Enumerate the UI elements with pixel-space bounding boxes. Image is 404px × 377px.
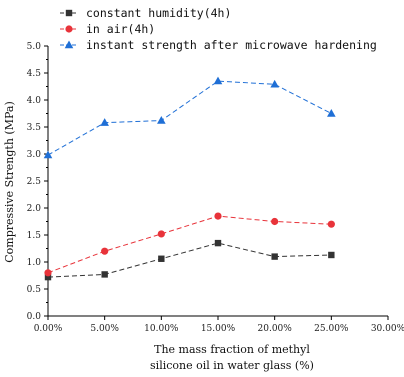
series-0 xyxy=(44,239,335,281)
series-2 xyxy=(43,76,336,159)
marker-circle xyxy=(271,217,279,226)
marker-triangle xyxy=(100,118,109,126)
x-tick-label: 30.00% xyxy=(371,324,404,334)
marker-circle xyxy=(157,230,165,238)
x-tick-label: 5.00% xyxy=(90,324,119,334)
y-tick-label: 3.5 xyxy=(27,123,42,133)
legend-entry: constant humidity(4h) xyxy=(60,6,231,20)
x-tick-label: 25.00% xyxy=(314,324,349,334)
y-axis-title: Compressive Strength (MPa) xyxy=(3,101,16,262)
y-tick-label: 5.0 xyxy=(27,42,42,52)
legend-label: constant humidity(4h) xyxy=(86,6,231,20)
x-axis-title-line-2: silicone oil in water glass (%) xyxy=(150,359,314,372)
y-tick-label: 2.5 xyxy=(27,177,42,187)
y-tick-label: 4.0 xyxy=(27,96,42,106)
x-tick-label: 0.00% xyxy=(34,324,63,334)
marker-square xyxy=(44,273,52,281)
legend-label: instant strength after microwave hardeni… xyxy=(86,38,377,52)
marker-triangle xyxy=(327,109,336,117)
marker-circle xyxy=(65,25,73,33)
y-tick-label: 0.5 xyxy=(27,285,42,295)
marker-square xyxy=(65,9,73,17)
marker-triangle xyxy=(213,76,223,85)
marker-triangle xyxy=(270,79,279,88)
legend-label: in air(4h) xyxy=(86,22,155,36)
marker-triangle xyxy=(64,40,74,49)
y-tick-label: 0.0 xyxy=(27,312,42,322)
legend: constant humidity(4h) in air(4h) instant s… xyxy=(60,6,377,52)
marker-circle xyxy=(101,247,109,255)
y-tick-label: 4.5 xyxy=(27,69,42,79)
series-line xyxy=(47,80,332,156)
marker-circle xyxy=(214,212,222,220)
marker-triangle xyxy=(43,150,53,159)
x-tick-label: 10.00% xyxy=(144,324,179,334)
y-tick-label: 1.5 xyxy=(27,231,42,241)
legend-entry: in air(4h) xyxy=(60,22,155,36)
series-line xyxy=(47,215,332,274)
marker-square xyxy=(214,239,222,247)
y-tick-label: 3.0 xyxy=(27,150,42,160)
x-tick-label: 15.00% xyxy=(201,324,236,334)
series-line xyxy=(47,242,332,278)
marker-triangle xyxy=(157,116,166,124)
marker-circle xyxy=(44,269,52,277)
x-axis-title-line-1: The mass fraction of methyl xyxy=(154,343,310,356)
marker-square xyxy=(158,255,165,262)
series-layer xyxy=(43,76,336,281)
y-tick-label: 2.0 xyxy=(27,204,42,214)
y-tick-label: 1.0 xyxy=(27,258,42,268)
x-tick-label: 20.00% xyxy=(258,324,293,334)
marker-square xyxy=(328,251,335,259)
marker-circle xyxy=(327,220,335,228)
marker-square xyxy=(101,271,108,278)
axes: 0.00% 5.00% 10.00% 15.00% 20.00% 25.00% 30.00%… xyxy=(27,42,404,334)
series-1 xyxy=(44,212,335,277)
legend-entry: instant strength after microwave hardeni… xyxy=(60,38,377,52)
marker-square xyxy=(271,253,278,260)
